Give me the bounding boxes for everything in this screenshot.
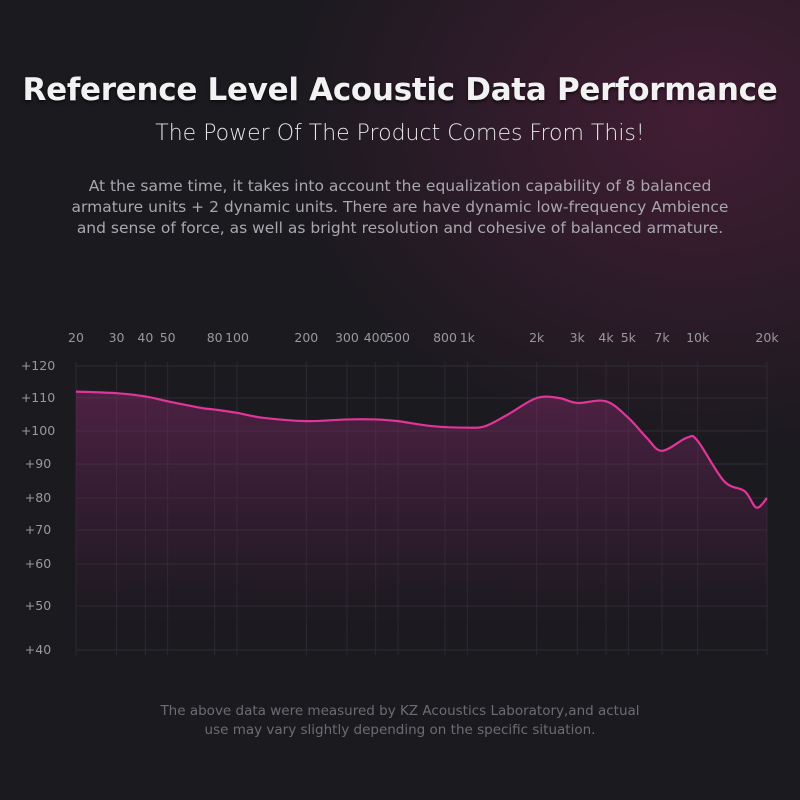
x-tick-label: 7k [654, 330, 670, 345]
x-tick-label: 300 [335, 330, 359, 345]
x-tick-label: 20 [68, 330, 84, 345]
y-tick-label: +80 [25, 490, 51, 505]
response-area-fill [76, 391, 767, 655]
description: At the same time, it takes into account … [71, 177, 729, 237]
page-subtitle: The Power Of The Product Comes From This… [155, 121, 645, 146]
x-tick-label: 5k [621, 330, 637, 345]
response-curve-line [75, 390, 768, 509]
x-tick-label: 50 [160, 330, 176, 345]
y-tick-label: +40 [25, 642, 51, 657]
x-tick-label: 800 [433, 330, 457, 345]
y-tick-label: +50 [25, 598, 51, 613]
y-tick-label: +100 [21, 423, 55, 438]
x-tick-label: 1k [460, 330, 476, 345]
footer-note: The above data were measured by KZ Acous… [160, 703, 640, 738]
x-tick-label: 10k [686, 330, 710, 345]
x-tick-label: 100 [225, 330, 249, 345]
x-tick-label: 80 [207, 330, 223, 345]
page-title: Reference Level Acoustic Data Performanc… [22, 72, 778, 108]
y-tick-label: +60 [25, 556, 51, 571]
x-tick-label: 3k [570, 330, 586, 345]
x-tick-label: 200 [294, 330, 318, 345]
y-tick-label: +70 [25, 522, 51, 537]
y-tick-label: +120 [21, 358, 55, 373]
x-tick-label: 500 [386, 330, 410, 345]
x-tick-label: 400 [364, 330, 388, 345]
x-tick-label: 4k [598, 330, 614, 345]
x-tick-label: 30 [109, 330, 125, 345]
x-tick-label: 40 [137, 330, 153, 345]
y-tick-label: +110 [21, 390, 55, 405]
y-tick-label: +90 [25, 456, 51, 471]
x-tick-label: 20k [755, 330, 779, 345]
x-tick-label: 2k [529, 330, 545, 345]
